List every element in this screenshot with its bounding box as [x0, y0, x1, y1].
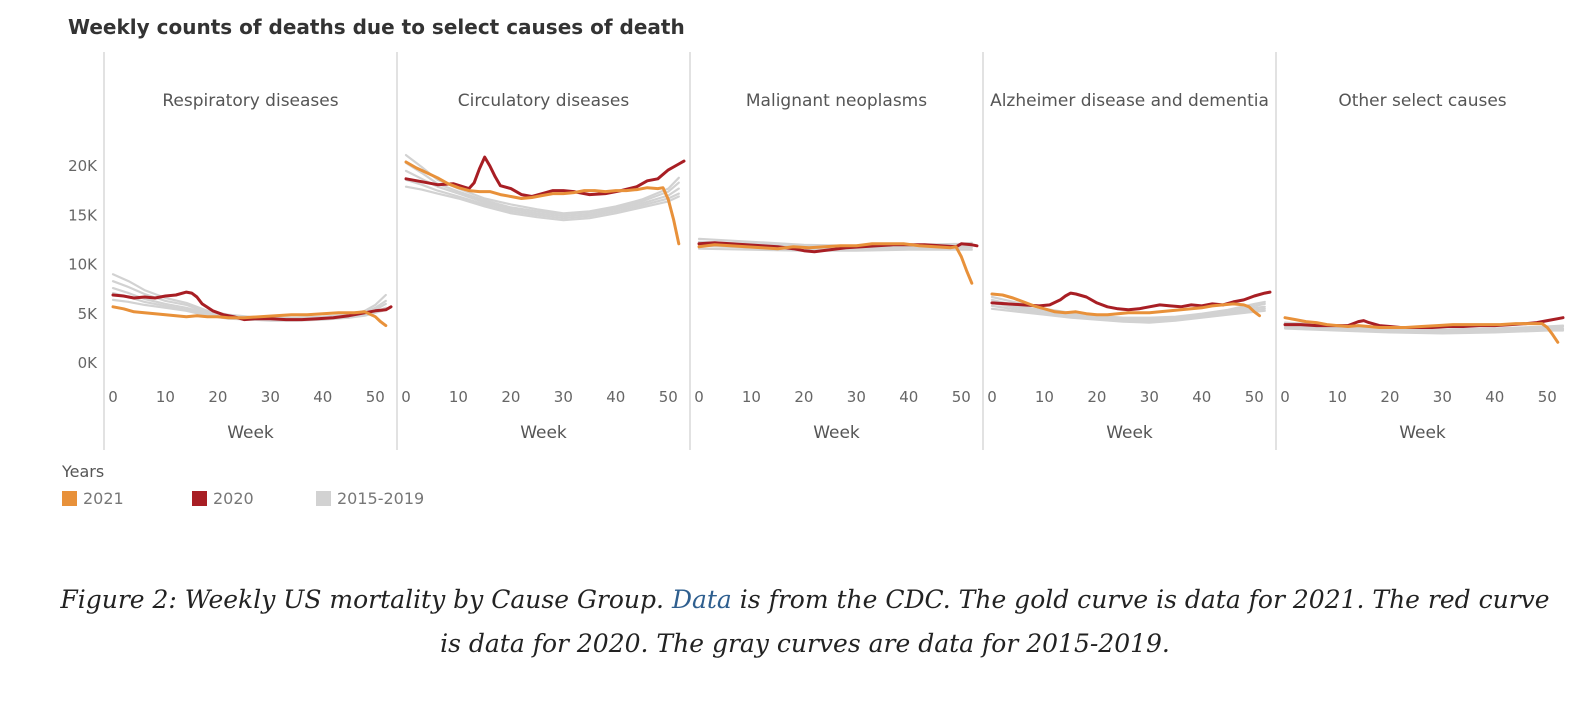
- legend-swatch-2015-2019: [316, 491, 331, 506]
- caption-prefix: Figure 2: Weekly US mortality by Cause G…: [60, 585, 664, 614]
- y-tick-label: 20K: [68, 157, 98, 175]
- caption-line-1: Figure 2: Weekly US mortality by Cause G…: [40, 578, 1570, 622]
- x-tick-label: 10: [742, 388, 761, 406]
- x-axis-label: Week: [520, 423, 567, 443]
- chart: Weekly counts of deaths due to select ca…: [68, 15, 1565, 450]
- panel-circulatory-diseases: Circulatory diseases 0 10 20 30 40 50 Week: [396, 52, 686, 450]
- x-axis-label: Week: [1399, 423, 1446, 443]
- x-tick-label: 20: [1380, 388, 1399, 406]
- x-tick-label: 50: [952, 388, 971, 406]
- panel-title: Alzheimer disease and dementia: [990, 91, 1269, 111]
- series-line-2015-2019: [404, 154, 680, 215]
- x-tick-label: 50: [659, 388, 678, 406]
- series-line-2021: [111, 305, 388, 328]
- caption-suffix: is from the CDC. The gold curve is data …: [739, 585, 1550, 614]
- chart-title: Weekly counts of deaths due to select ca…: [68, 15, 685, 39]
- x-tick-label: 20: [501, 388, 520, 406]
- legend-label-2015-2019: 2015-2019: [337, 489, 425, 508]
- y-tick-label: 0K: [78, 354, 99, 372]
- x-tick-label: 10: [1328, 388, 1347, 406]
- y-tick-label: 15K: [68, 206, 98, 224]
- series-line-2015-2019: [697, 247, 973, 252]
- legend-title: Years: [62, 462, 105, 481]
- panel-title: Other select causes: [1338, 91, 1506, 111]
- x-tick-label: 30: [1433, 388, 1452, 406]
- x-tick-label: 40: [899, 388, 918, 406]
- legend-label-2021: 2021: [83, 489, 124, 508]
- x-tick-label: 0: [694, 388, 704, 406]
- figure-caption: Figure 2: Weekly US mortality by Cause G…: [40, 578, 1570, 666]
- x-tick-label: 50: [366, 388, 385, 406]
- panel-other-select-causes: Other select causes 0 10 20 30 40 50 Week: [1275, 52, 1565, 450]
- panel-respiratory-diseases: Respiratory diseases 0 10 20 30 40 50 Week: [103, 52, 393, 450]
- panel-title: Malignant neoplasms: [746, 91, 927, 111]
- x-tick-label: 0: [987, 388, 997, 406]
- caption-line-2: is data for 2020. The gray curves are da…: [440, 629, 1170, 658]
- x-tick-label: 50: [1245, 388, 1264, 406]
- series-line-2020: [111, 290, 393, 322]
- series-line-2021: [697, 242, 974, 285]
- x-tick-label: 30: [847, 388, 866, 406]
- x-tick-label: 40: [1192, 388, 1211, 406]
- panel-title: Circulatory diseases: [458, 91, 630, 111]
- x-axis-label: Week: [227, 423, 274, 443]
- y-tick-label: 5K: [78, 305, 99, 323]
- x-tick-label: 30: [261, 388, 280, 406]
- series-line-2015-2019: [990, 307, 1266, 324]
- series-line-2015-2019: [404, 169, 680, 218]
- legend-item-2021[interactable]: 2021: [62, 489, 152, 508]
- series-line-2021: [404, 160, 681, 246]
- x-tick-label: 10: [449, 388, 468, 406]
- panel-title: Respiratory diseases: [162, 91, 338, 111]
- x-tick-label: 40: [606, 388, 625, 406]
- x-tick-label: 0: [401, 388, 411, 406]
- legend-item-2015-2019[interactable]: 2015-2019: [316, 489, 424, 508]
- x-tick-label: 30: [554, 388, 573, 406]
- legend-swatch-2021: [62, 491, 77, 506]
- x-tick-label: 0: [1280, 388, 1290, 406]
- x-tick-label: 50: [1538, 388, 1557, 406]
- series-line-2021: [990, 292, 1261, 318]
- series-line-2015-2019: [404, 185, 680, 222]
- series-line-2021: [1283, 316, 1560, 344]
- x-tick-label: 0: [108, 388, 118, 406]
- x-tick-label: 40: [313, 388, 332, 406]
- x-tick-label: 40: [1485, 388, 1504, 406]
- series-line-2015-2019: [404, 178, 680, 220]
- series-line-2015-2019: [1283, 327, 1565, 335]
- x-tick-label: 10: [156, 388, 175, 406]
- panel-alzheimer-disease-and-dementia: Alzheimer disease and dementia 0 10 20 30 40 5…: [982, 52, 1272, 450]
- x-tick-label: 30: [1140, 388, 1159, 406]
- x-tick-label: 20: [794, 388, 813, 406]
- panel-malignant-neoplasms: Malignant neoplasms 0 10 20 30 40 50 Week: [689, 52, 979, 450]
- legend-item-2020[interactable]: 2020: [192, 489, 282, 508]
- legend-label-2020: 2020: [213, 489, 254, 508]
- x-axis-label: Week: [1106, 423, 1153, 443]
- x-tick-label: 20: [1087, 388, 1106, 406]
- x-tick-label: 10: [1035, 388, 1054, 406]
- legend-swatch-2020: [192, 491, 207, 506]
- data-link[interactable]: Data: [671, 585, 732, 614]
- legend: Years 2021 2020 2015-2019: [62, 462, 470, 508]
- x-tick-label: 20: [208, 388, 227, 406]
- x-axis-label: Week: [813, 423, 860, 443]
- y-tick-label: 10K: [68, 256, 98, 274]
